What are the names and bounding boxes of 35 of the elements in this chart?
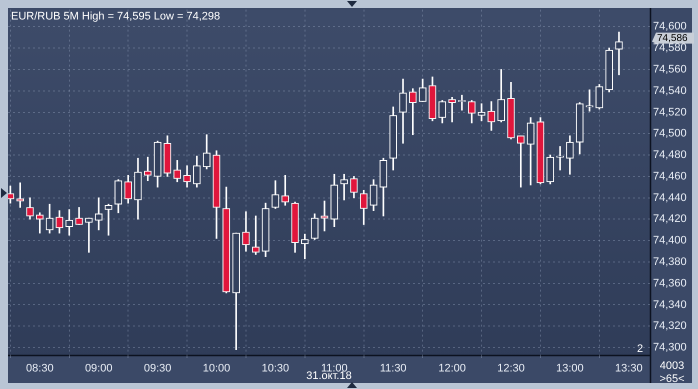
y-tick-label: 74,480: [653, 149, 687, 162]
y-tick-label: 74,600: [653, 20, 687, 33]
y-tick-label: 74,420: [653, 213, 687, 226]
y-tick-label: 74,440: [653, 192, 687, 204]
y-tick-label: 74,460: [653, 170, 687, 182]
y-tick-label: 74,560: [653, 64, 687, 76]
y-tick-label: 74,500: [653, 128, 687, 140]
text: 4003: [660, 360, 684, 372]
candlestick: [104, 204, 112, 236]
y-tick-label: 74,340: [653, 298, 687, 311]
x-tick-label: 08:30: [26, 362, 54, 375]
x-tick-label: 09:00: [84, 362, 112, 375]
y-tick-label: 74,300: [653, 342, 687, 354]
y-tick-label: 74,380: [653, 256, 687, 268]
annotation: 2: [636, 343, 644, 356]
x-tick-label: 12:00: [438, 362, 466, 375]
candlestick: [615, 32, 623, 76]
x-tick-label: 10:00: [202, 362, 230, 375]
x-tick-label: 11:30: [380, 362, 407, 375]
candlestick: [478, 103, 486, 122]
x-tick-label: 13:00: [556, 362, 584, 375]
x-tick-label: 09:30: [144, 362, 172, 375]
x-tick-label: 12:30: [497, 362, 525, 375]
y-tick-label: 74,320: [653, 320, 687, 332]
x-tick-label: 13:30: [615, 362, 643, 375]
candlestick: [320, 200, 328, 232]
y-tick-label: 74,540: [653, 84, 687, 97]
x-tick-label: 10:30: [262, 362, 290, 375]
y-tick-label: 74,520: [653, 106, 687, 118]
y-tick-label: 74,580: [653, 42, 687, 54]
y-tick-label: 74,360: [653, 277, 687, 290]
chart-title: EUR/RUB 5M High = 74,595 Low = 74,298: [11, 10, 220, 23]
text: 74,586: [657, 32, 688, 44]
y-tick-label: 74,400: [653, 234, 687, 247]
text: >65<: [659, 373, 685, 386]
